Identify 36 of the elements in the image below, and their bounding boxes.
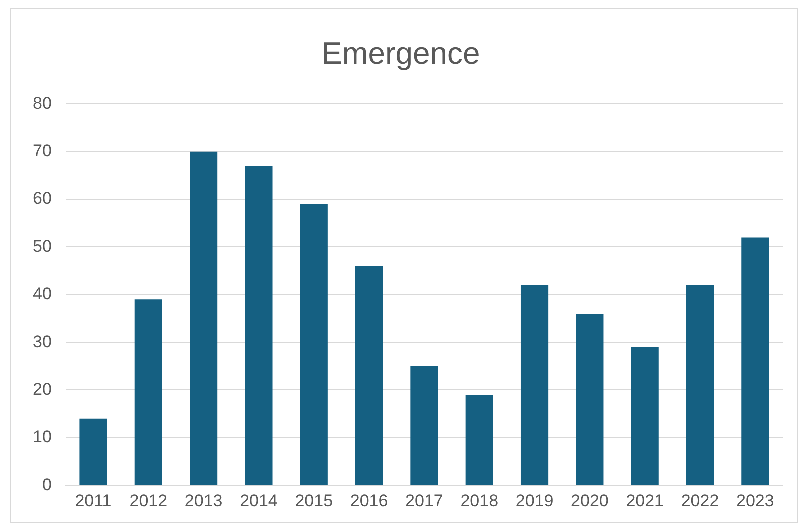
bar: [631, 347, 659, 486]
bar: [300, 204, 328, 486]
y-tick-label: 0: [42, 475, 52, 494]
x-tick-label: 2022: [681, 491, 720, 510]
y-tick-label: 70: [32, 142, 52, 161]
bar: [245, 166, 273, 486]
x-tick-label: 2012: [130, 491, 168, 510]
x-tick-label: 2019: [516, 491, 554, 510]
x-tick-label: 2013: [184, 491, 223, 510]
x-tick-label: 2023: [736, 491, 774, 510]
bar: [80, 418, 108, 486]
x-tick-label: 2020: [571, 491, 609, 510]
bar: [134, 300, 162, 486]
x-tick-label: 2011: [75, 491, 112, 510]
y-tick-label: 60: [32, 189, 52, 208]
x-tick-label: 2016: [350, 491, 388, 510]
x-tick-label: 2014: [240, 491, 278, 510]
y-tick-label: 30: [32, 332, 52, 352]
bar: [686, 285, 714, 486]
x-tick-label: 2017: [406, 491, 444, 510]
x-tick-label: 2018: [460, 491, 499, 510]
bar: [742, 238, 770, 486]
bar: [356, 266, 384, 486]
y-tick-label: 80: [32, 94, 52, 113]
bar: [576, 314, 604, 486]
bar: [520, 285, 549, 486]
x-tick-label: 2015: [295, 491, 334, 510]
bar: [190, 152, 218, 486]
chart-title: Emergence: [322, 36, 480, 72]
y-tick-label: 40: [32, 284, 52, 304]
x-tick-label: 2021: [626, 491, 664, 510]
bar: [466, 395, 494, 486]
y-tick-label: 50: [32, 236, 52, 256]
bar: [410, 366, 438, 486]
y-tick-label: 20: [32, 380, 52, 399]
y-tick-label: 10: [32, 428, 52, 447]
